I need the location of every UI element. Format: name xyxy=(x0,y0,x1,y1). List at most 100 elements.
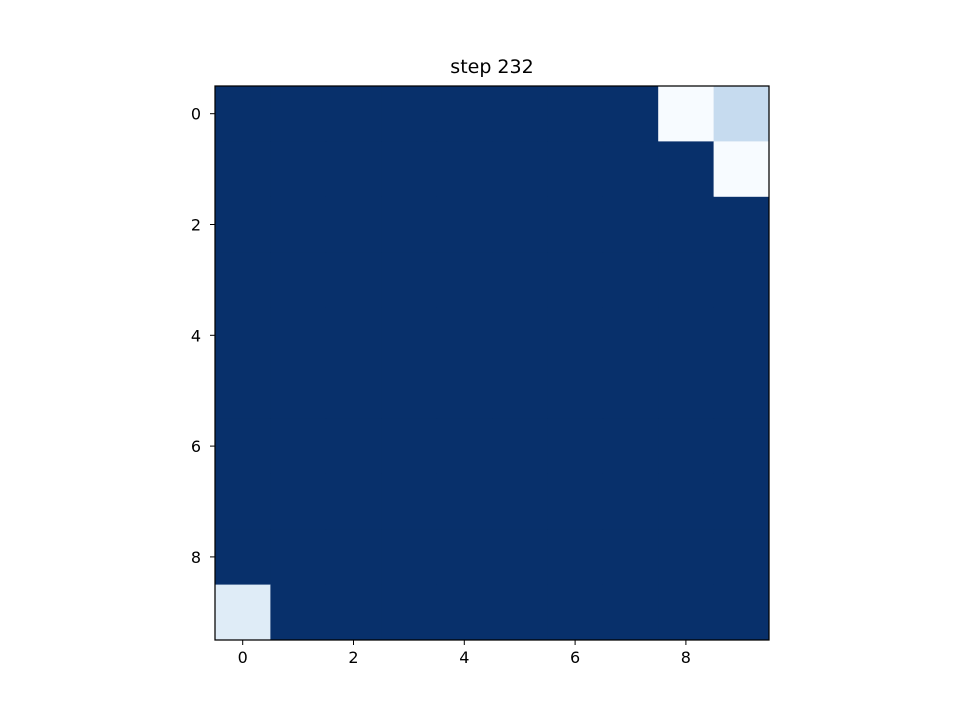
heatmap-cell-r1-c2 xyxy=(325,141,382,198)
heatmap-cell-r1-c9 xyxy=(713,141,770,198)
heatmap-cell-r9-c2 xyxy=(325,584,382,641)
heatmap-cell-r8-c9 xyxy=(713,529,770,586)
heatmap-cell-r9-c0 xyxy=(215,584,271,641)
heatmap-cell-r3-c7 xyxy=(602,252,659,309)
heatmap-cell-r3-c8 xyxy=(658,252,715,309)
heatmap-cell-r7-c0 xyxy=(215,473,271,530)
heatmap-cell-r9-c3 xyxy=(381,584,438,641)
heatmap-cell-r8-c7 xyxy=(602,529,659,586)
heatmap-cell-r6-c4 xyxy=(436,418,493,475)
heatmap-cell-r6-c6 xyxy=(547,418,604,475)
heatmap-cell-r0-c5 xyxy=(492,86,548,142)
heatmap-cell-r1-c7 xyxy=(602,141,659,198)
x-tick-label-0: 0 xyxy=(238,648,248,667)
heatmap-cell-r3-c1 xyxy=(270,252,327,309)
heatmap-cell-r0-c0 xyxy=(215,86,271,142)
heatmap-cell-r9-c7 xyxy=(602,584,659,641)
heatmap-cell-r7-c2 xyxy=(325,473,382,530)
heatmap-cell-r4-c8 xyxy=(658,307,715,364)
heatmap-cell-r8-c0 xyxy=(215,529,271,586)
heatmap-cell-r1-c6 xyxy=(547,141,604,198)
heatmap-cell-r2-c3 xyxy=(381,196,438,253)
heatmap-cell-r4-c6 xyxy=(547,307,604,364)
y-tick-label-0: 0 xyxy=(191,105,201,124)
heatmap-cell-r1-c3 xyxy=(381,141,438,198)
heatmap-cell-r7-c8 xyxy=(658,473,715,530)
heatmap-cell-r1-c4 xyxy=(436,141,493,198)
heatmap-cell-r7-c5 xyxy=(492,473,548,530)
chart-title: step 232 xyxy=(450,56,533,78)
heatmap-cell-r0-c1 xyxy=(270,86,327,142)
heatmap-cell-r3-c3 xyxy=(381,252,438,309)
heatmap-cell-r6-c9 xyxy=(713,418,770,475)
heatmap-cell-r6-c3 xyxy=(381,418,438,475)
heatmap-cell-r4-c0 xyxy=(215,307,271,364)
y-tick-label-4: 4 xyxy=(191,326,201,345)
heatmap-cell-r2-c5 xyxy=(492,196,548,253)
heatmap-cell-r5-c3 xyxy=(381,363,438,419)
heatmap-cell-r9-c5 xyxy=(492,584,548,641)
heatmap-cell-r5-c9 xyxy=(713,363,770,419)
heatmap-cell-r4-c9 xyxy=(713,307,770,364)
heatmap-cell-r7-c4 xyxy=(436,473,493,530)
heatmap-cell-r9-c9 xyxy=(713,584,770,641)
heatmap-cell-r5-c1 xyxy=(270,363,327,419)
heatmap-cell-r5-c8 xyxy=(658,363,715,419)
y-tick-label-2: 2 xyxy=(191,216,201,235)
heatmap-cell-r2-c1 xyxy=(270,196,327,253)
x-axis-ticks: 0 2 4 6 8 xyxy=(238,640,691,667)
heatmap-cell-r9-c4 xyxy=(436,584,493,641)
heatmap-cell-r8-c2 xyxy=(325,529,382,586)
heatmap-cell-r6-c8 xyxy=(658,418,715,475)
heatmap-cell-r2-c0 xyxy=(215,196,271,253)
heatmap-cell-r0-c4 xyxy=(436,86,493,142)
heatmap-cell-r7-c3 xyxy=(381,473,438,530)
heatmap-cell-r0-c8 xyxy=(658,86,715,142)
heatmap-cell-r5-c6 xyxy=(547,363,604,419)
heatmap-cell-r5-c7 xyxy=(602,363,659,419)
heatmap-cell-r8-c1 xyxy=(270,529,327,586)
heatmap-cell-r0-c3 xyxy=(381,86,438,142)
x-tick-label-2: 2 xyxy=(348,648,358,667)
heatmap-cell-r6-c2 xyxy=(325,418,382,475)
heatmap-cell-r7-c1 xyxy=(270,473,327,530)
heatmap-cell-r3-c6 xyxy=(547,252,604,309)
y-axis-ticks: 0 2 4 6 8 xyxy=(191,105,215,567)
heatmap-cell-r6-c1 xyxy=(270,418,327,475)
heatmap-cell-r8-c3 xyxy=(381,529,438,586)
heatmap-cell-r5-c2 xyxy=(325,363,382,419)
heatmap-cell-r8-c8 xyxy=(658,529,715,586)
heatmap-cell-r8-c4 xyxy=(436,529,493,586)
heatmap-cell-r3-c2 xyxy=(325,252,382,309)
heatmap-cell-r3-c4 xyxy=(436,252,493,309)
heatmap-cell-r0-c9 xyxy=(713,86,770,142)
heatmap-cell-r1-c5 xyxy=(492,141,548,198)
heatmap-cell-r7-c6 xyxy=(547,473,604,530)
y-tick-label-6: 6 xyxy=(191,437,201,456)
heatmap-cell-r6-c5 xyxy=(492,418,548,475)
heatmap-cell-r3-c5 xyxy=(492,252,548,309)
heatmap-cell-r0-c7 xyxy=(602,86,659,142)
heatmap-cell-r1-c1 xyxy=(270,141,327,198)
heatmap-cell-r4-c5 xyxy=(492,307,548,364)
heatmap-cell-r1-c0 xyxy=(215,141,271,198)
heatmap-cell-r9-c8 xyxy=(658,584,715,641)
x-tick-label-4: 4 xyxy=(459,648,469,667)
heatmap-cell-r2-c8 xyxy=(658,196,715,253)
heatmap-cell-r4-c7 xyxy=(602,307,659,364)
heatmap-cell-r0-c6 xyxy=(547,86,604,142)
heatmap-cells xyxy=(215,86,770,641)
heatmap-cell-r2-c6 xyxy=(547,196,604,253)
heatmap-cell-r6-c7 xyxy=(602,418,659,475)
y-tick-label-8: 8 xyxy=(191,548,201,567)
heatmap-cell-r4-c3 xyxy=(381,307,438,364)
heatmap-cell-r1-c8 xyxy=(658,141,715,198)
heatmap-cell-r3-c0 xyxy=(215,252,271,309)
heatmap-cell-r9-c6 xyxy=(547,584,604,641)
heatmap-cell-r7-c9 xyxy=(713,473,770,530)
heatmap-cell-r7-c7 xyxy=(602,473,659,530)
x-tick-label-8: 8 xyxy=(681,648,691,667)
heatmap-cell-r5-c0 xyxy=(215,363,271,419)
heatmap-cell-r2-c4 xyxy=(436,196,493,253)
